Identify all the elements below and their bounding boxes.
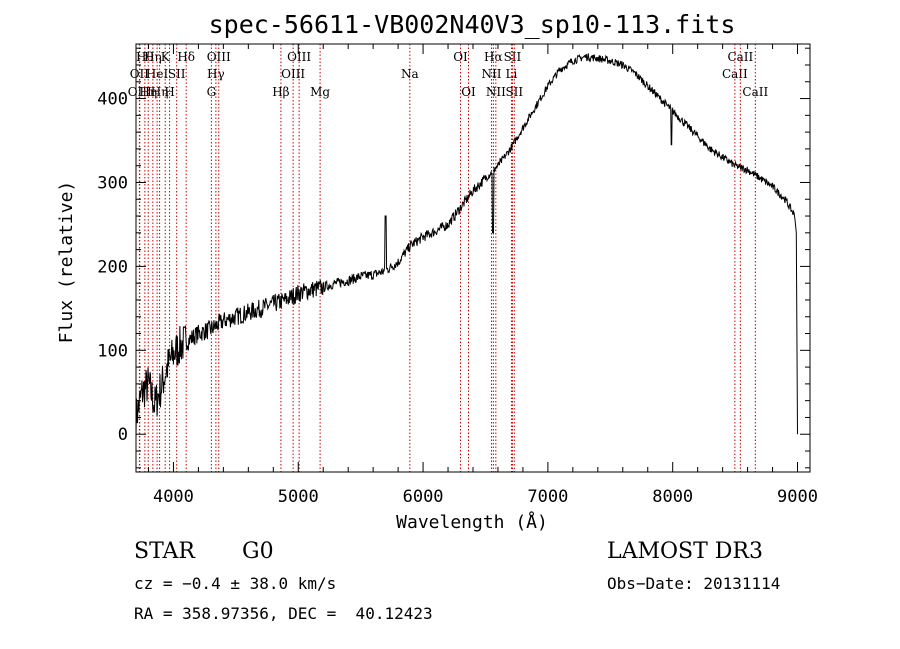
emission-line-label-20: OI <box>461 85 476 99</box>
object-class: STAR <box>134 539 195 564</box>
object-subclass: G0 <box>242 539 274 564</box>
emission-line-label-9: SII <box>168 67 186 81</box>
emission-line-label-22: Hα <box>484 50 503 64</box>
y-tick-label-100: 100 <box>97 341 128 361</box>
coordinates: RA = 358.97356, DEC = 40.12423 <box>134 604 433 623</box>
y-tick-label-400: 400 <box>97 90 128 110</box>
observation-date: Obs−Date: 20131114 <box>607 574 781 593</box>
emission-line-label-26: SII <box>505 85 523 99</box>
emission-line-label-17: Mg <box>310 85 330 99</box>
redshift-velocity: cz = −0.4 ± 38.0 km/s <box>134 574 337 593</box>
survey-name: LAMOST DR3 <box>607 539 763 564</box>
emission-line-label-28: CaII <box>727 50 753 64</box>
emission-line-label-18: Na <box>401 67 419 81</box>
emission-line-label-13: OIII <box>207 50 231 64</box>
axes: 4000 5000 6000 7000 8000 9000 0 100 200 300 400 <box>97 43 818 507</box>
emission-line-label-21: NII <box>481 67 501 81</box>
x-axis-label: Wavelength (Å) <box>396 511 548 533</box>
emission-line-label-6: Hη <box>151 85 169 99</box>
emission-line-label-29: CaII <box>742 85 768 99</box>
emission-line-label-14: Hβ <box>272 85 289 99</box>
emission-line-label-27: CaII <box>722 67 748 81</box>
emission-line-label-19: OI <box>453 50 468 64</box>
emission-line-label-25: SII <box>504 50 522 64</box>
x-tick-label-4000: 4000 <box>153 487 194 507</box>
x-tick-label-5000: 5000 <box>278 487 319 507</box>
spectrum-line <box>135 53 798 438</box>
emission-line-label-24: Li <box>506 67 518 81</box>
emission-line-label-4: Hη <box>144 50 162 64</box>
chart-title: spec-56611-VB002N40V3_sp10-113.fits <box>209 10 736 39</box>
x-tick-label-9000: 9000 <box>777 487 818 507</box>
x-tick-label-6000: 6000 <box>403 487 444 507</box>
y-tick-label-0: 0 <box>118 425 128 445</box>
emission-line-label-12: Hγ <box>207 67 225 81</box>
x-tick-label-7000: 7000 <box>527 487 568 507</box>
emission-line-label-5: HeI <box>146 67 169 81</box>
emission-line-label-16: OIII <box>287 50 311 64</box>
emission-line-label-1: OIII <box>128 85 152 99</box>
x-tick-label-8000: 8000 <box>652 487 693 507</box>
emission-line-label-23: NII <box>486 85 506 99</box>
y-axis-label: Flux (relative) <box>56 181 77 344</box>
emission-lines-layer: OIIOIIIHθHηHηHeIHηKHSIIHδGHγOIIIHβOIIIOI… <box>128 44 768 472</box>
emission-line-label-7: K <box>161 50 171 64</box>
emission-line-label-0: OII <box>130 67 150 81</box>
series-layer <box>135 53 798 438</box>
emission-line-label-15: OIII <box>281 67 305 81</box>
y-tick-label-300: 300 <box>97 173 128 193</box>
emission-line-label-8: H <box>164 85 174 99</box>
emission-line-label-2: Hθ <box>136 50 154 64</box>
y-tick-label-200: 200 <box>97 257 128 277</box>
emission-line-label-10: Hδ <box>177 50 195 64</box>
plot-frame <box>135 43 811 473</box>
emission-line-label-11: G <box>207 85 217 99</box>
emission-line-label-3: Hη <box>139 85 157 99</box>
